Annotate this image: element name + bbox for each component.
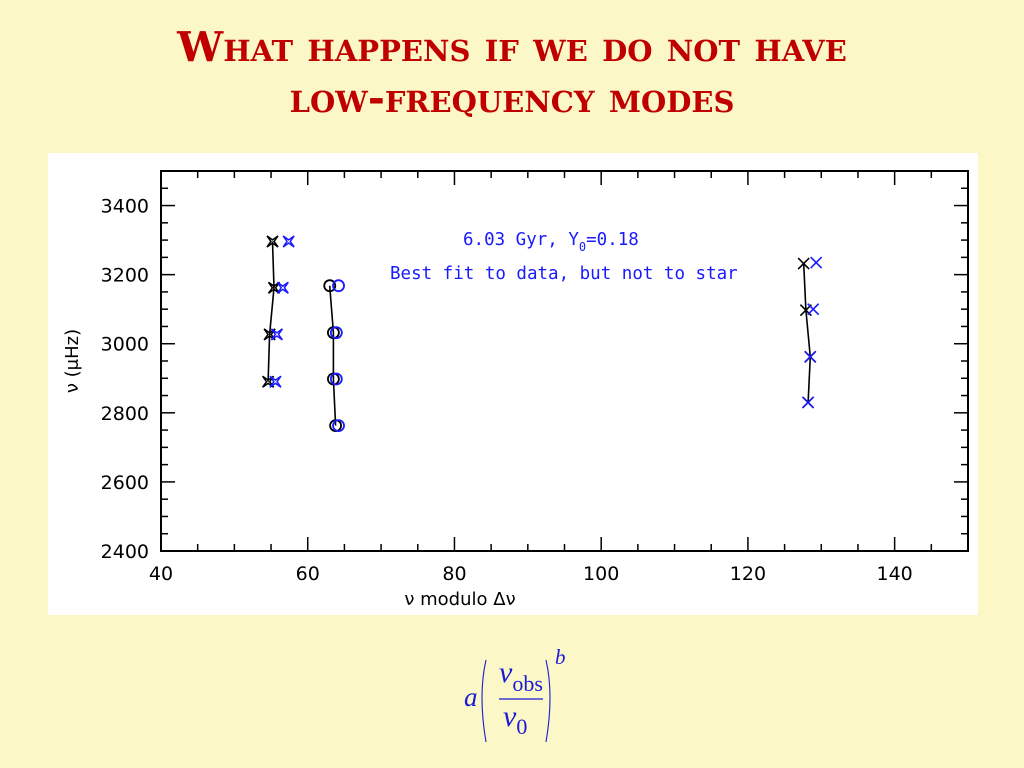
model-line <box>802 263 812 403</box>
x-tick-label: 60 <box>296 563 320 585</box>
x-marker <box>807 303 820 316</box>
star-marker <box>282 235 295 248</box>
circle-marker <box>332 419 345 433</box>
formula-exponent: b <box>555 645 566 669</box>
circle-marker <box>323 279 337 293</box>
formula-left-paren <box>481 659 487 743</box>
x-marker-stroke <box>802 396 815 409</box>
formula-nu-zero: ν <box>503 700 517 733</box>
x-marker <box>802 396 815 409</box>
x-marker <box>810 256 823 269</box>
star-marker <box>267 281 281 294</box>
slide-title-line-2: low-frequency modes <box>289 74 735 122</box>
formula-obs-subscript: obs <box>512 671 543 696</box>
formula-nu-obs: ν <box>499 656 513 689</box>
star-marker <box>261 375 275 388</box>
y-tick-labels: 2400 2600 2800 3000 3200 3400 <box>101 196 149 563</box>
star-marker <box>270 328 284 341</box>
x-marker-stroke <box>797 257 810 270</box>
data-markers <box>261 235 823 433</box>
star-marker <box>266 235 279 248</box>
formula-coefficient: a <box>464 682 478 712</box>
x-marker <box>804 350 817 363</box>
x-tick-label: 100 <box>583 563 619 585</box>
annotation-subscript: 0 <box>579 240 586 254</box>
plot-frame <box>160 170 969 552</box>
y-tick-label: 3400 <box>101 196 149 218</box>
annotation-age-helium: 6.03 Gyr, Y0=0.18 <box>463 230 639 254</box>
x-tick-label: 120 <box>730 563 766 585</box>
star-marker <box>269 375 282 388</box>
axis-ticks <box>160 170 969 552</box>
star-marker <box>276 281 289 294</box>
x-tick-label: 80 <box>442 563 466 585</box>
y-tick-label: 2400 <box>101 541 149 563</box>
slide-title-line-1: What happens if we do not have <box>177 23 847 71</box>
annotation-best-fit: Best fit to data, but not to star <box>390 264 738 284</box>
scaling-formula: a νobs ν0 b <box>464 645 566 743</box>
circle-marker <box>329 326 343 340</box>
y-tick-label: 3000 <box>101 334 149 356</box>
model-line <box>328 285 337 426</box>
y-tick-label: 3200 <box>101 265 149 287</box>
x-axis-title: ν modulo Δν <box>404 589 515 610</box>
slide-title: What happens if we do not have low-frequ… <box>0 22 1024 124</box>
y-tick-label: 2600 <box>101 472 149 494</box>
x-marker-stroke <box>807 303 820 316</box>
formula-denominator: ν0 <box>503 700 527 739</box>
star-marker <box>263 328 276 341</box>
x-marker <box>797 257 810 270</box>
model-lines <box>267 241 812 426</box>
x-tick-label: 40 <box>149 563 173 585</box>
formula-right-paren <box>545 659 551 743</box>
echelle-diagram: 40 60 80 100 120 140 2400 2600 2800 3000 3200 3400… <box>62 170 969 610</box>
annotation-suffix: =0.18 <box>586 230 639 250</box>
x-marker-stroke <box>810 256 823 269</box>
circle-marker <box>332 279 345 293</box>
annotation-prefix: 6.03 Gyr, Y <box>463 230 579 250</box>
y-tick-label: 2800 <box>101 403 149 425</box>
x-marker-stroke <box>804 350 817 363</box>
x-tick-labels: 40 60 80 100 120 140 <box>149 563 913 585</box>
formula-numerator: νobs <box>499 656 543 696</box>
chart-panel: 40 60 80 100 120 140 2400 2600 2800 3000 3200 3400… <box>48 153 978 615</box>
x-tick-label: 140 <box>877 563 913 585</box>
y-axis-title: ν (μHz) <box>62 329 83 393</box>
formula-zero-subscript: 0 <box>516 714 527 739</box>
circle-marker <box>329 372 343 386</box>
model-line <box>267 241 275 382</box>
